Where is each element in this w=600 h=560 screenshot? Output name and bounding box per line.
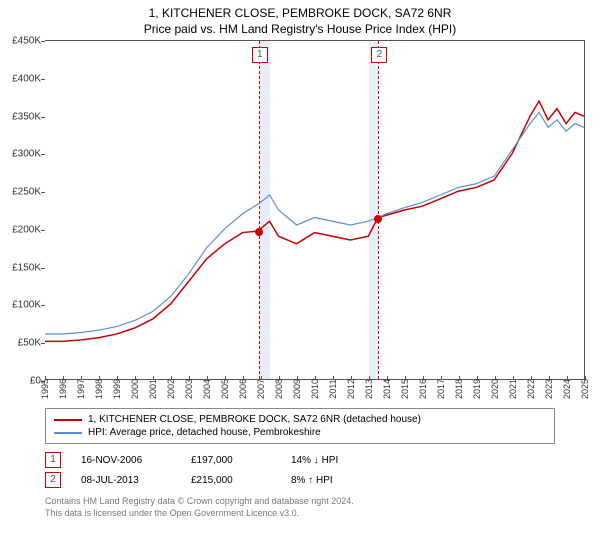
x-tick-label: 2018 bbox=[454, 379, 464, 399]
series-line bbox=[45, 112, 584, 334]
x-tick-label: 2012 bbox=[346, 379, 356, 399]
x-tick-label: 2017 bbox=[436, 379, 446, 399]
x-tick-label: 2016 bbox=[418, 379, 428, 399]
x-tick-label: 2013 bbox=[364, 379, 374, 399]
sale-marker-1: 1 bbox=[252, 47, 268, 63]
sale-marker-2: 2 bbox=[371, 47, 387, 63]
chart-area: 1 2 £0£50K£100K£150K£200K£250K£300K£350K… bbox=[45, 40, 585, 400]
y-tick-label: £400K bbox=[12, 73, 41, 84]
x-tick-label: 2004 bbox=[202, 379, 212, 399]
legend-swatch-1 bbox=[54, 419, 82, 421]
footer-line-2: This data is licensed under the Open Gov… bbox=[45, 508, 555, 520]
sale-diff-1: 14% ↓ HPI bbox=[291, 455, 338, 466]
x-tick-label: 2010 bbox=[310, 379, 320, 399]
sales-row-marker-2: 2 bbox=[45, 472, 61, 488]
sales-row-2: 2 08-JUL-2013 £215,000 8% ↑ HPI bbox=[45, 470, 555, 490]
x-tick-label: 2001 bbox=[148, 379, 158, 399]
x-tick-label: 2021 bbox=[508, 379, 518, 399]
x-axis: 1995199619971998199920002001200220032004… bbox=[45, 380, 585, 400]
x-tick-label: 1995 bbox=[40, 379, 50, 399]
x-tick-label: 2014 bbox=[382, 379, 392, 399]
series-line bbox=[45, 101, 584, 341]
y-tick-label: £200K bbox=[12, 224, 41, 235]
x-tick-label: 2025 bbox=[580, 379, 590, 399]
y-tick-label: £350K bbox=[12, 111, 41, 122]
sales-row-1: 1 16-NOV-2006 £197,000 14% ↓ HPI bbox=[45, 450, 555, 470]
x-tick-label: 1999 bbox=[112, 379, 122, 399]
sales-row-marker-1: 1 bbox=[45, 452, 61, 468]
line-svg bbox=[45, 41, 584, 379]
x-tick-label: 2009 bbox=[292, 379, 302, 399]
sale-price-2: £215,000 bbox=[191, 475, 271, 486]
chart-container: 1, KITCHENER CLOSE, PEMBROKE DOCK, SA72 … bbox=[0, 0, 600, 560]
x-tick-label: 2022 bbox=[526, 379, 536, 399]
legend: 1, KITCHENER CLOSE, PEMBROKE DOCK, SA72 … bbox=[45, 408, 555, 444]
legend-item-2: HPI: Average price, detached house, Pemb… bbox=[54, 426, 546, 439]
footer: Contains HM Land Registry data © Crown c… bbox=[45, 496, 555, 519]
y-tick-label: £250K bbox=[12, 187, 41, 198]
chart-subtitle: Price paid vs. HM Land Registry's House … bbox=[0, 20, 600, 40]
y-tick-label: £150K bbox=[12, 262, 41, 273]
x-tick-label: 2024 bbox=[562, 379, 572, 399]
legend-item-1: 1, KITCHENER CLOSE, PEMBROKE DOCK, SA72 … bbox=[54, 413, 546, 426]
legend-swatch-2 bbox=[54, 432, 82, 434]
x-tick-label: 1997 bbox=[76, 379, 86, 399]
plot-region: 1 2 £0£50K£100K£150K£200K£250K£300K£350K… bbox=[45, 40, 585, 380]
sales-table: 1 16-NOV-2006 £197,000 14% ↓ HPI 2 08-JU… bbox=[45, 450, 555, 490]
sale-date-2: 08-JUL-2013 bbox=[81, 475, 171, 486]
chart-title: 1, KITCHENER CLOSE, PEMBROKE DOCK, SA72 … bbox=[0, 0, 600, 20]
x-tick-label: 2003 bbox=[184, 379, 194, 399]
y-tick-label: £300K bbox=[12, 149, 41, 160]
x-tick-label: 2019 bbox=[472, 379, 482, 399]
x-tick-label: 2023 bbox=[544, 379, 554, 399]
x-tick-label: 2000 bbox=[130, 379, 140, 399]
x-tick-label: 2015 bbox=[400, 379, 410, 399]
sale-price-1: £197,000 bbox=[191, 455, 271, 466]
x-tick-label: 2006 bbox=[238, 379, 248, 399]
y-tick-label: £100K bbox=[12, 300, 41, 311]
x-tick-label: 2011 bbox=[328, 379, 338, 398]
x-tick-label: 2020 bbox=[490, 379, 500, 399]
sale-diff-2: 8% ↑ HPI bbox=[291, 475, 333, 486]
footer-line-1: Contains HM Land Registry data © Crown c… bbox=[45, 496, 555, 508]
y-tick-label: £50K bbox=[18, 338, 41, 349]
legend-label-1: 1, KITCHENER CLOSE, PEMBROKE DOCK, SA72 … bbox=[88, 414, 421, 425]
legend-label-2: HPI: Average price, detached house, Pemb… bbox=[88, 427, 321, 438]
x-tick-label: 2005 bbox=[220, 379, 230, 399]
x-tick-label: 1998 bbox=[94, 379, 104, 399]
x-tick-label: 1996 bbox=[58, 379, 68, 399]
sale-date-1: 16-NOV-2006 bbox=[81, 455, 171, 466]
x-tick-label: 2007 bbox=[256, 379, 266, 399]
sale-dot-2 bbox=[374, 215, 382, 223]
sale-dot-1 bbox=[255, 228, 263, 236]
x-tick-label: 2008 bbox=[274, 379, 284, 399]
x-tick-label: 2002 bbox=[166, 379, 176, 399]
y-tick-label: £450K bbox=[12, 36, 41, 47]
